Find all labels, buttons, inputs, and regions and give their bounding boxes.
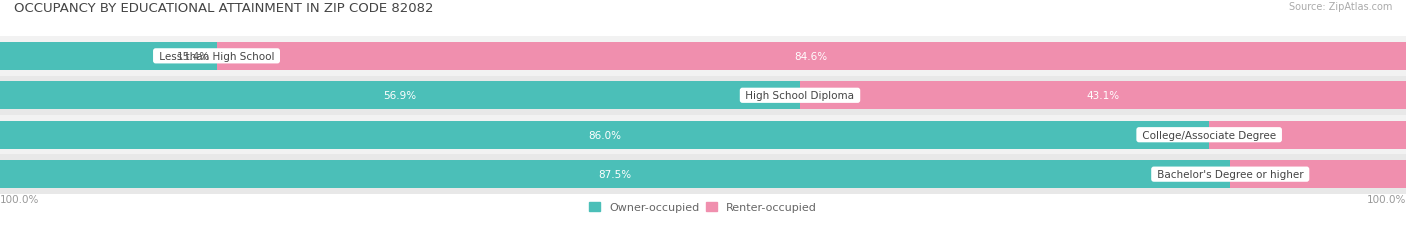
Bar xyxy=(0,37,1406,76)
Text: Source: ZipAtlas.com: Source: ZipAtlas.com xyxy=(1288,2,1392,12)
Bar xyxy=(0,121,1209,149)
Text: 87.5%: 87.5% xyxy=(599,169,631,179)
Text: 84.6%: 84.6% xyxy=(794,52,828,62)
Text: 86.0%: 86.0% xyxy=(588,130,621,140)
Text: OCCUPANCY BY EDUCATIONAL ATTAINMENT IN ZIP CODE 82082: OCCUPANCY BY EDUCATIONAL ATTAINMENT IN Z… xyxy=(14,2,433,15)
Text: 56.9%: 56.9% xyxy=(384,91,416,101)
Bar xyxy=(0,116,1406,155)
Text: 100.0%: 100.0% xyxy=(1367,195,1406,204)
Bar xyxy=(0,160,1230,188)
Bar xyxy=(1230,160,1406,188)
Bar xyxy=(1209,121,1406,149)
Text: 15.4%: 15.4% xyxy=(176,52,209,62)
Text: High School Diploma: High School Diploma xyxy=(742,91,858,101)
Bar xyxy=(0,155,1406,194)
Text: College/Associate Degree: College/Associate Degree xyxy=(1139,130,1279,140)
Text: Bachelor's Degree or higher: Bachelor's Degree or higher xyxy=(1154,169,1306,179)
Bar xyxy=(800,82,1406,110)
Text: 100.0%: 100.0% xyxy=(0,195,39,204)
Text: Less than High School: Less than High School xyxy=(156,52,277,62)
Legend: Owner-occupied, Renter-occupied: Owner-occupied, Renter-occupied xyxy=(585,197,821,216)
Bar xyxy=(0,43,217,71)
Bar xyxy=(0,82,800,110)
Text: 43.1%: 43.1% xyxy=(1087,91,1119,101)
Bar xyxy=(0,76,1406,116)
Bar xyxy=(217,43,1406,71)
